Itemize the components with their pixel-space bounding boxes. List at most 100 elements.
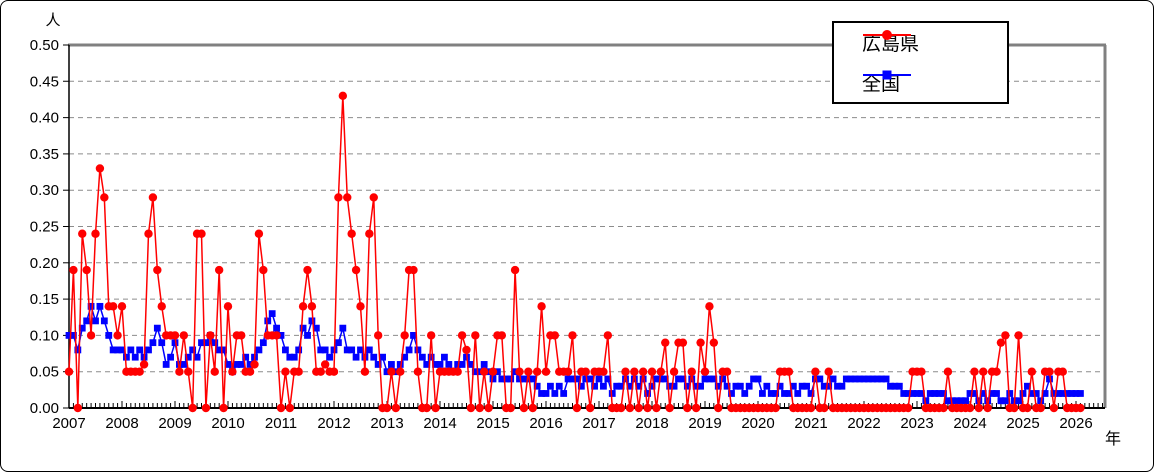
data-point-square	[604, 375, 612, 383]
data-point-square	[728, 390, 735, 397]
data-point-square	[295, 346, 303, 354]
data-point-square	[123, 353, 130, 361]
data-point-circle	[621, 367, 630, 376]
y-tick-label: 0.40	[30, 110, 59, 127]
data-point-square	[1050, 390, 1058, 397]
data-point-circle	[722, 367, 732, 376]
data-point-circle	[307, 302, 317, 311]
data-point-circle	[709, 338, 719, 347]
x-tick-label: 2012	[317, 415, 350, 432]
data-point-square	[719, 375, 727, 383]
data-point-circle	[1001, 331, 1010, 340]
data-point-circle	[979, 367, 988, 376]
data-point-circle	[276, 403, 286, 413]
data-point-square	[335, 339, 342, 347]
data-point-circle	[568, 331, 577, 340]
x-axis-title: 年	[1105, 431, 1122, 448]
data-point-square	[648, 382, 656, 390]
data-point-circle	[669, 367, 679, 376]
data-point-square	[807, 390, 815, 397]
data-point-circle	[387, 367, 396, 376]
data-point-circle	[643, 403, 652, 413]
data-point-square	[304, 332, 311, 339]
y-tick-label: 0.35	[30, 146, 59, 163]
y-axis: 0.00 0.05 0.10 0.15 0.20 0.25 0.30 0.35 0.40 0.45…	[30, 37, 69, 417]
data-point-circle	[665, 403, 674, 413]
data-point-square	[198, 339, 205, 347]
data-point-square	[953, 397, 961, 405]
data-point-square	[467, 361, 475, 368]
data-point-circle	[184, 367, 193, 376]
data-point-circle	[334, 193, 343, 202]
x-tick-label: 2025	[1006, 415, 1039, 432]
data-point-square	[657, 375, 665, 383]
data-point-square	[348, 346, 356, 354]
data-point-square	[127, 346, 135, 354]
data-point-circle	[82, 265, 91, 275]
x-tick-label: 2026	[1059, 415, 1092, 432]
data-point-circle	[369, 193, 378, 202]
data-point-square	[900, 390, 908, 397]
data-point-circle	[228, 367, 237, 376]
data-point-circle	[661, 338, 670, 347]
data-point-square	[803, 382, 810, 390]
data-point-square	[65, 332, 73, 339]
data-point-square	[520, 375, 528, 383]
data-point-square	[586, 375, 594, 383]
data-point-square	[856, 375, 863, 383]
data-point-square	[414, 346, 422, 354]
data-point-square	[993, 390, 1000, 397]
data-point-circle	[581, 367, 590, 376]
data-point-square	[1041, 390, 1049, 397]
data-point-square	[176, 361, 183, 368]
data-point-circle	[179, 331, 189, 340]
data-point-square	[789, 382, 797, 390]
data-point-square	[635, 382, 643, 390]
data-point-square	[480, 361, 488, 368]
data-point-square	[193, 353, 201, 361]
data-point-square	[714, 382, 722, 390]
y-tick-label: 0.30	[30, 182, 59, 199]
y-tick-label: 0.15	[30, 291, 59, 308]
data-point-circle	[917, 367, 926, 376]
data-point-square	[608, 390, 616, 397]
data-point-circle	[285, 403, 295, 413]
data-point-circle	[365, 229, 374, 238]
x-tick-label: 2011	[265, 415, 297, 432]
data-point-circle	[824, 367, 833, 376]
data-point-circle	[1014, 331, 1023, 340]
data-point-circle	[652, 403, 661, 413]
data-point-square	[339, 324, 347, 332]
data-point-square	[441, 353, 448, 361]
data-point-square	[887, 382, 894, 390]
data-point-circle	[95, 164, 105, 173]
data-point-circle	[356, 302, 365, 311]
data-point-square	[723, 382, 731, 390]
data-point-square	[666, 382, 674, 390]
data-point-square	[997, 397, 1005, 405]
data-point-circle	[259, 265, 268, 275]
data-point-square	[661, 375, 669, 383]
x-axis-labels: 2007 2008 2009 2010 2011 2012 2013 2014 2015 2016…	[52, 415, 1092, 432]
data-point-square	[1046, 375, 1053, 383]
data-point-circle	[281, 367, 290, 376]
data-point-circle	[585, 403, 595, 413]
data-point-circle	[214, 265, 224, 275]
data-point-circle	[188, 403, 197, 413]
data-point-square	[569, 375, 576, 383]
data-point-circle	[409, 265, 418, 275]
data-point-circle	[705, 302, 714, 311]
data-point-circle	[294, 367, 303, 376]
data-point-square	[878, 375, 886, 383]
x-tick-label: 2017	[582, 415, 615, 432]
data-point-square	[524, 375, 532, 383]
data-point-square	[706, 375, 713, 383]
data-point-circle	[820, 403, 829, 413]
data-point-square	[745, 382, 753, 390]
data-point-square	[891, 382, 899, 390]
data-point-square	[767, 390, 775, 397]
data-point-square	[1024, 382, 1031, 390]
data-point-square	[96, 302, 104, 310]
data-point-square	[286, 353, 294, 361]
